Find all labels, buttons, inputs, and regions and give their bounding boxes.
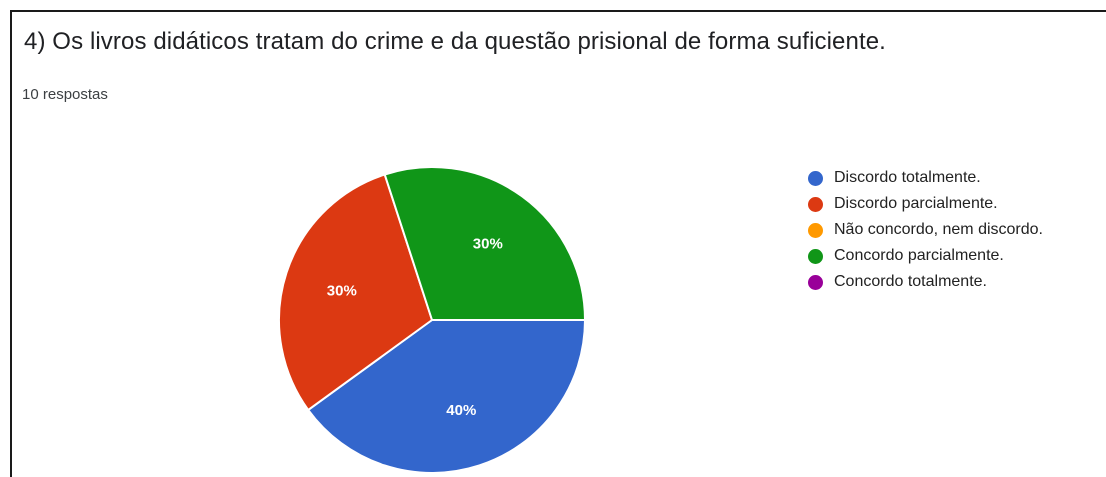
slice-label-2: 30% (327, 283, 357, 300)
chart-legend: Discordo totalmente. Discordo parcialment… (808, 165, 1043, 295)
pie-slices (278, 166, 587, 474)
legend-item-1[interactable]: Discordo totalmente. (808, 165, 1043, 191)
legend-swatch-icon (808, 248, 823, 264)
slice-label-4: 30% (473, 235, 503, 252)
pie-labels: 40% 30% 30% (327, 235, 503, 419)
legend-label: Concordo parcialmente. (834, 247, 1004, 264)
chart-title: 4) Os livros didáticos tratam do crime e… (24, 28, 886, 55)
legend-item-5[interactable]: Concordo totalmente. (808, 269, 1043, 295)
slice-label-1: 40% (446, 402, 476, 419)
pie-slice-1[interactable] (306, 319, 587, 474)
legend-item-4[interactable]: Concordo parcialmente. (808, 243, 1043, 269)
legend-swatch-icon (808, 274, 823, 290)
legend-item-2[interactable]: Discordo parcialmente. (808, 191, 1043, 217)
pie-slice-2[interactable] (278, 173, 434, 412)
legend-swatch-icon (808, 222, 823, 238)
legend-swatch-icon (808, 170, 823, 186)
legend-label: Não concordo, nem discordo. (834, 221, 1043, 238)
legend-label: Discordo totalmente. (834, 169, 981, 186)
legend-swatch-icon (808, 196, 823, 212)
legend-label: Discordo parcialmente. (834, 195, 998, 212)
pie-slice-4[interactable] (383, 166, 587, 321)
response-count: 10 respostas (22, 86, 108, 103)
legend-item-3[interactable]: Não concordo, nem discordo. (808, 217, 1043, 243)
legend-label: Concordo totalmente. (834, 273, 987, 290)
